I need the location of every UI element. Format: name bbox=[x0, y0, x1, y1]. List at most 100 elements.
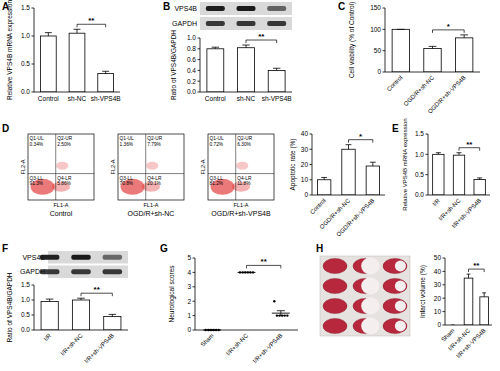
y-tick bbox=[426, 154, 429, 155]
y-tick-label: 0 bbox=[377, 68, 381, 75]
brain-slices bbox=[320, 256, 410, 336]
x-tick-label: sh-NC bbox=[68, 95, 87, 102]
y-tick bbox=[383, 8, 386, 9]
y-tick-label: 3 bbox=[187, 283, 191, 290]
blot-band bbox=[206, 6, 225, 11]
error-bar bbox=[77, 298, 85, 300]
blot-band bbox=[267, 21, 286, 26]
bar bbox=[268, 70, 285, 92]
plot-name: OGD/R+sh-NC bbox=[128, 210, 175, 217]
y-tick bbox=[310, 164, 313, 165]
quadrant-name: Q2-UR bbox=[57, 136, 72, 141]
bar bbox=[69, 33, 85, 92]
blot-label: VPS4B bbox=[174, 5, 197, 12]
slice bbox=[323, 258, 347, 273]
y-tick bbox=[443, 298, 446, 299]
significance: ** bbox=[247, 257, 281, 268]
cell-cloud bbox=[56, 162, 68, 170]
x-tick-label: I/R+sh-NC bbox=[225, 332, 250, 357]
error-bar bbox=[482, 293, 486, 297]
x-tick-label: Sham bbox=[200, 332, 215, 347]
mean-line bbox=[238, 272, 256, 273]
quadrant-percentage: 5.86% bbox=[57, 181, 71, 186]
slice bbox=[383, 278, 407, 293]
infarct-area bbox=[395, 301, 406, 312]
panel-letter: G bbox=[160, 243, 168, 254]
slice-photo bbox=[320, 256, 410, 336]
y-tick bbox=[383, 29, 386, 30]
y-tick-label: 1.5 bbox=[21, 281, 30, 288]
panel-letter: D bbox=[2, 123, 9, 134]
x-tick-label: I/R bbox=[43, 332, 53, 342]
y-axis-line bbox=[445, 258, 446, 325]
slice bbox=[383, 258, 407, 273]
plot-area bbox=[317, 145, 379, 195]
significance: ** bbox=[459, 140, 480, 151]
error-bar bbox=[346, 145, 352, 150]
plot-area bbox=[203, 271, 290, 331]
y-tick bbox=[310, 149, 313, 150]
gate-line bbox=[145, 134, 146, 200]
y-axis-line bbox=[34, 8, 35, 92]
y-axis-label: Relative VPS4B mRNA expression bbox=[6, 0, 14, 100]
significance: * bbox=[433, 22, 465, 33]
flow-plot: Q1-UL0.72%Q2-UR6.30%Q3-LL81.2%Q4-LR11.8%… bbox=[200, 134, 274, 217]
x-axis-label: FL1-A bbox=[54, 202, 69, 208]
y-tick-label: 0.5 bbox=[415, 171, 424, 178]
bar bbox=[366, 166, 379, 195]
error-bar bbox=[456, 153, 461, 155]
y-tick-label: 1.5 bbox=[21, 4, 30, 11]
bar bbox=[104, 317, 121, 331]
y-axis-label: Infarct volume (%) bbox=[419, 265, 427, 318]
y-tick bbox=[193, 286, 196, 287]
significance: ** bbox=[469, 261, 485, 272]
bar bbox=[433, 154, 444, 195]
x-tick-label: sh-VPS4B bbox=[262, 95, 292, 102]
y-tick bbox=[193, 258, 196, 259]
infarct-area bbox=[361, 318, 379, 335]
y-tick bbox=[193, 272, 196, 273]
y-tick bbox=[193, 315, 196, 316]
x-tick-label: sh-NC bbox=[237, 95, 256, 102]
y-axis-label: Relative VPS4B mRNA expression bbox=[402, 118, 408, 210]
y-tick-label: 30 bbox=[301, 146, 309, 153]
y-tick bbox=[310, 179, 313, 180]
quadrant-name: Q3-LL bbox=[210, 176, 224, 181]
y-axis-label: Ratio of VPS4B/GAPDH bbox=[6, 272, 13, 342]
x-axis-label: FL1-A bbox=[144, 202, 159, 208]
significance-label: ** bbox=[94, 285, 101, 294]
quadrant-name: Q1-UL bbox=[210, 136, 224, 141]
cell-cloud bbox=[146, 162, 158, 170]
quadrant-percentage: 20.1% bbox=[147, 181, 161, 186]
x-tick-label: I/R+sh-VPS4B bbox=[455, 327, 487, 359]
bar bbox=[207, 49, 224, 92]
y-tick bbox=[198, 38, 201, 39]
error-bar bbox=[397, 29, 405, 30]
y-tick bbox=[426, 174, 429, 175]
y-tick bbox=[443, 325, 446, 326]
x-tick-label: I/R+sh-VPS4B bbox=[252, 332, 284, 364]
bar bbox=[392, 29, 409, 72]
y-tick-label: 30 bbox=[434, 281, 442, 288]
y-tick-label: 0.0 bbox=[415, 191, 424, 198]
error-bar bbox=[467, 274, 471, 278]
y-tick bbox=[32, 330, 35, 331]
bar bbox=[98, 74, 114, 92]
x-tick-label: I/R+sh-NC bbox=[60, 332, 85, 357]
quadrant-percentage: 2.50% bbox=[57, 142, 71, 147]
x-tick-label: sh-VPS4B bbox=[91, 95, 121, 102]
error-bar bbox=[109, 314, 117, 316]
gate-line bbox=[235, 134, 236, 200]
y-tick-label: 0.0 bbox=[21, 88, 30, 95]
y-tick-label: 0.5 bbox=[21, 311, 30, 318]
y-tick bbox=[443, 258, 446, 259]
y-tick-label: 5 bbox=[187, 254, 191, 261]
panel-letter: B bbox=[163, 1, 170, 12]
y-tick bbox=[443, 311, 446, 312]
bar bbox=[424, 49, 441, 72]
gate-line bbox=[208, 173, 274, 174]
y-axis-line bbox=[200, 38, 201, 92]
x-tick-label: I/R+sh-VPS4B bbox=[83, 332, 115, 364]
x-tick-label: Control bbox=[386, 74, 404, 92]
panel-letter: F bbox=[2, 243, 8, 254]
